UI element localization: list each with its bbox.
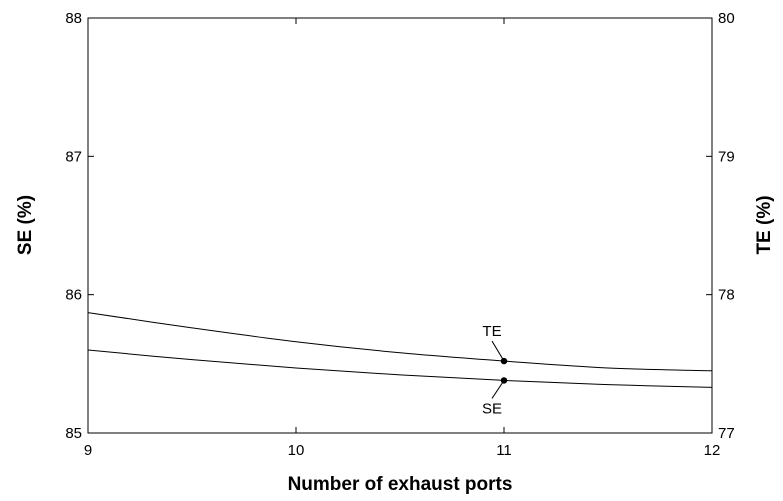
y-left-tick-label: 87 [65,148,82,165]
y-left-tick-label: 88 [65,10,82,27]
annotation-label-se: SE [482,400,502,417]
plot-frame [87,17,713,434]
annotation-leader-te [491,340,505,362]
x-axis-ticks: 9 10 11 12 [84,18,721,459]
annotation-leader-se [491,380,505,399]
series-lines [87,312,713,388]
y-axis-right-title: TE (%) [754,195,775,254]
x-tick-label: 10 [288,442,305,459]
x-axis-title: Number of exhaust ports [288,474,513,495]
y-right-tick-label: 80 [718,10,735,27]
annotation-point-se [500,377,508,384]
annotation-label-te: TE [482,323,501,340]
x-tick-label: 12 [704,442,721,459]
annotation-point-te [500,357,508,365]
y-axis-right-ticks: 77 78 79 80 [706,10,735,442]
y-right-tick-label: 78 [718,287,735,304]
annotations: TE SE [482,323,508,417]
y-right-tick-label: 77 [718,425,735,442]
x-tick-label: 11 [496,442,512,459]
y-axis-left-title: SE (%) [15,195,36,255]
series-line-se [87,349,713,388]
y-left-tick-label: 85 [65,425,82,442]
series-line-te [87,312,713,372]
y-axis-left-ticks: 85 86 87 88 [65,10,94,442]
y-right-tick-label: 79 [718,148,735,165]
x-tick-label: 9 [84,442,92,459]
y-left-tick-label: 86 [65,287,82,304]
